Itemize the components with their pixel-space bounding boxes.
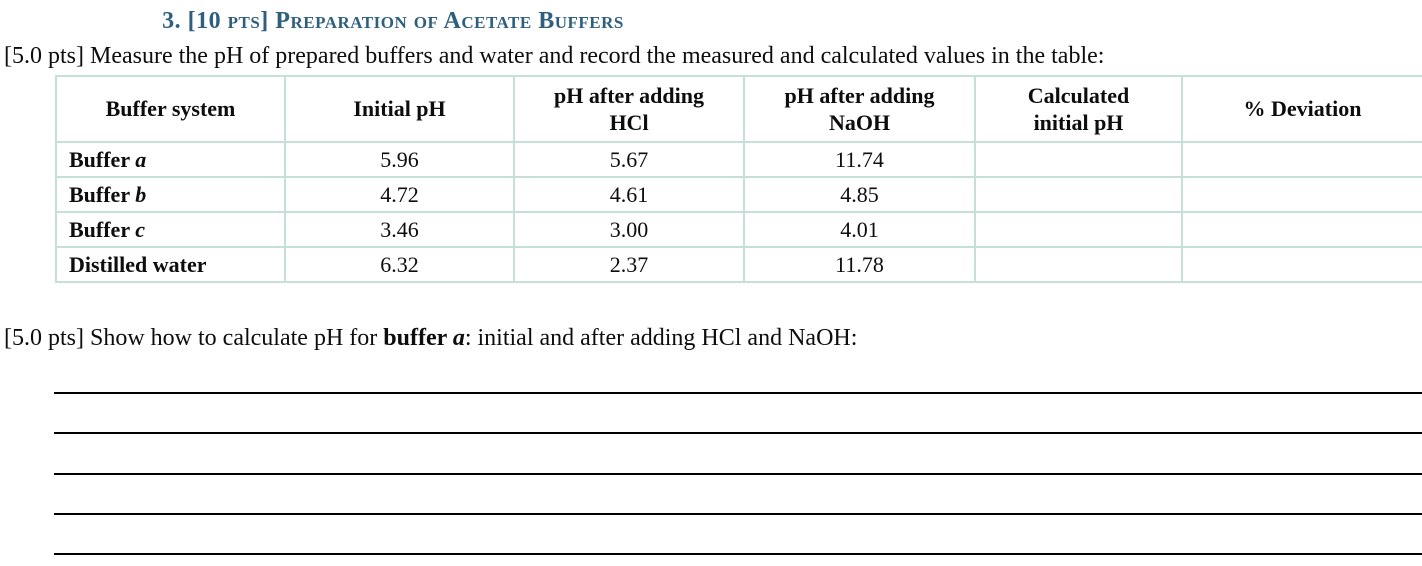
calculation-question: [5.0 pts] Show how to calculate pH for b… (4, 325, 858, 351)
cell-ph-after-naoh: 4.01 (743, 211, 976, 248)
header-calculated-initial-ph: Calculated initial pH (974, 75, 1183, 143)
cell-ph-after-hcl: 4.61 (513, 176, 745, 213)
cell-initial-ph: 5.96 (284, 141, 515, 178)
cell-calculated-initial-ph[interactable] (974, 211, 1183, 248)
header-ph-after-naoh: pH after adding NaOH (743, 75, 976, 143)
cell-calculated-initial-ph[interactable] (974, 246, 1183, 283)
intro-instruction: [5.0 pts] Measure the pH of prepared buf… (4, 43, 1105, 69)
cell-percent-deviation[interactable] (1181, 211, 1422, 248)
header-initial-ph: Initial pH (284, 75, 515, 143)
answer-line[interactable] (54, 432, 1422, 434)
answer-line[interactable] (54, 513, 1422, 515)
header-buffer-system: Buffer system (55, 75, 286, 143)
answer-line[interactable] (54, 553, 1422, 555)
question-bold-text: buffer (383, 325, 453, 351)
header-percent-deviation: % Deviation (1181, 75, 1422, 143)
table-row: Buffer c 3.46 3.00 4.01 (55, 211, 1422, 248)
ph-measurements-table: Buffer system Initial pH pH after adding… (55, 75, 1422, 283)
cell-calculated-initial-ph[interactable] (974, 141, 1183, 178)
cell-ph-after-hcl: 5.67 (513, 141, 745, 178)
table-row: Buffer b 4.72 4.61 4.85 (55, 176, 1422, 213)
cell-ph-after-hcl: 2.37 (513, 246, 745, 283)
cell-buffer-label: Distilled water (55, 246, 286, 283)
answer-line[interactable] (54, 473, 1422, 475)
cell-percent-deviation[interactable] (1181, 176, 1422, 213)
cell-initial-ph: 6.32 (284, 246, 515, 283)
header-ph-after-hcl: pH after adding HCl (513, 75, 745, 143)
answer-line[interactable] (54, 392, 1422, 394)
cell-buffer-label: Buffer a (55, 141, 286, 178)
section-title: 3. [10 pts] Preparation of Acetate Buffe… (162, 8, 624, 34)
cell-ph-after-naoh: 11.74 (743, 141, 976, 178)
table-row: Buffer a 5.96 5.67 11.74 (55, 141, 1422, 178)
cell-ph-after-hcl: 3.00 (513, 211, 745, 248)
table-header-row: Buffer system Initial pH pH after adding… (55, 75, 1422, 143)
cell-ph-after-naoh: 11.78 (743, 246, 976, 283)
cell-initial-ph: 3.46 (284, 211, 515, 248)
cell-percent-deviation[interactable] (1181, 246, 1422, 283)
cell-initial-ph: 4.72 (284, 176, 515, 213)
cell-calculated-initial-ph[interactable] (974, 176, 1183, 213)
question-bold-italic-text: a (452, 325, 465, 351)
cell-ph-after-naoh: 4.85 (743, 176, 976, 213)
cell-percent-deviation[interactable] (1181, 141, 1422, 178)
cell-buffer-label: Buffer b (55, 176, 286, 213)
table-row: Distilled water 6.32 2.37 11.78 (55, 246, 1422, 283)
cell-buffer-label: Buffer c (55, 211, 286, 248)
